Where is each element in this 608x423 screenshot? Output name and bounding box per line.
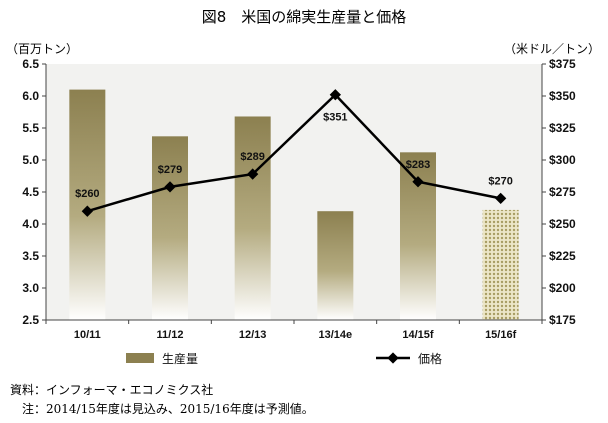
x-tick-label: 11/12 xyxy=(157,329,184,341)
x-tick-label: 14/15f xyxy=(402,329,434,341)
right-tick-label: $300 xyxy=(549,153,576,167)
chart-title: 図8 米国の綿実生産量と価格 xyxy=(201,8,407,26)
right-tick-label: $325 xyxy=(549,121,576,135)
price-line xyxy=(86,92,501,213)
right-tick-label: $250 xyxy=(549,217,576,231)
x-tick-label: 10/11 xyxy=(74,329,101,341)
legend-label-production: 生産量 xyxy=(162,351,198,366)
x-tick-label: 12/13 xyxy=(239,329,267,341)
legend-marker-price xyxy=(387,352,399,364)
left-axis-unit-label: （百万トン） xyxy=(6,42,79,56)
x-tick-label: 15/16f xyxy=(485,329,517,341)
price-data-label: $283 xyxy=(406,159,430,171)
price-data-label: $270 xyxy=(488,175,512,187)
legend-label-price: 価格 xyxy=(418,351,442,366)
x-tick-label: 13/14e xyxy=(319,329,353,341)
left-tick-label: 6.5 xyxy=(22,57,39,71)
price-marker xyxy=(412,176,424,188)
left-tick-label: 4.5 xyxy=(22,185,39,199)
price-data-label: $279 xyxy=(158,164,182,176)
production-bar xyxy=(69,89,106,320)
price-data-label: $289 xyxy=(240,151,264,163)
right-tick-label: $350 xyxy=(549,89,576,103)
production-bar-projected xyxy=(482,209,519,320)
price-data-label: $260 xyxy=(75,188,99,200)
right-axis-unit-label: （米ドル／トン） xyxy=(503,42,600,56)
production-bar xyxy=(234,116,271,320)
left-tick-label: 2.5 xyxy=(22,313,39,327)
legend-swatch-production xyxy=(126,353,154,363)
plot-area xyxy=(46,64,542,320)
left-tick-label: 3.0 xyxy=(22,281,39,295)
source-note: 資料：インフォーマ・エコノミクス社 xyxy=(10,383,214,397)
left-tick-label: 6.0 xyxy=(22,89,39,103)
left-tick-label: 5.5 xyxy=(22,121,39,135)
production-bar xyxy=(152,136,188,320)
price-marker xyxy=(164,181,176,193)
production-bar xyxy=(317,211,354,320)
price-marker xyxy=(495,192,507,205)
combo-chart: 2.5 3.0 3.5 4.0 4.5 5.0 5.5 6.0 6.5 $175 $200 $225 $… xyxy=(22,57,576,366)
price-marker xyxy=(247,168,259,180)
right-tick-label: $175 xyxy=(549,313,576,327)
right-tick-label: $375 xyxy=(549,57,576,71)
right-tick-label: $200 xyxy=(549,281,576,295)
left-tick-label: 5.0 xyxy=(22,153,39,167)
footnote: 注：2014/15年度は見込み、2015/16年度は予測値。 xyxy=(22,402,314,416)
price-data-label: $351 xyxy=(323,112,347,124)
right-tick-label: $225 xyxy=(549,249,576,263)
left-tick-label: 3.5 xyxy=(22,249,39,263)
right-tick-label: $275 xyxy=(549,185,576,199)
left-tick-label: 4.0 xyxy=(22,217,39,231)
